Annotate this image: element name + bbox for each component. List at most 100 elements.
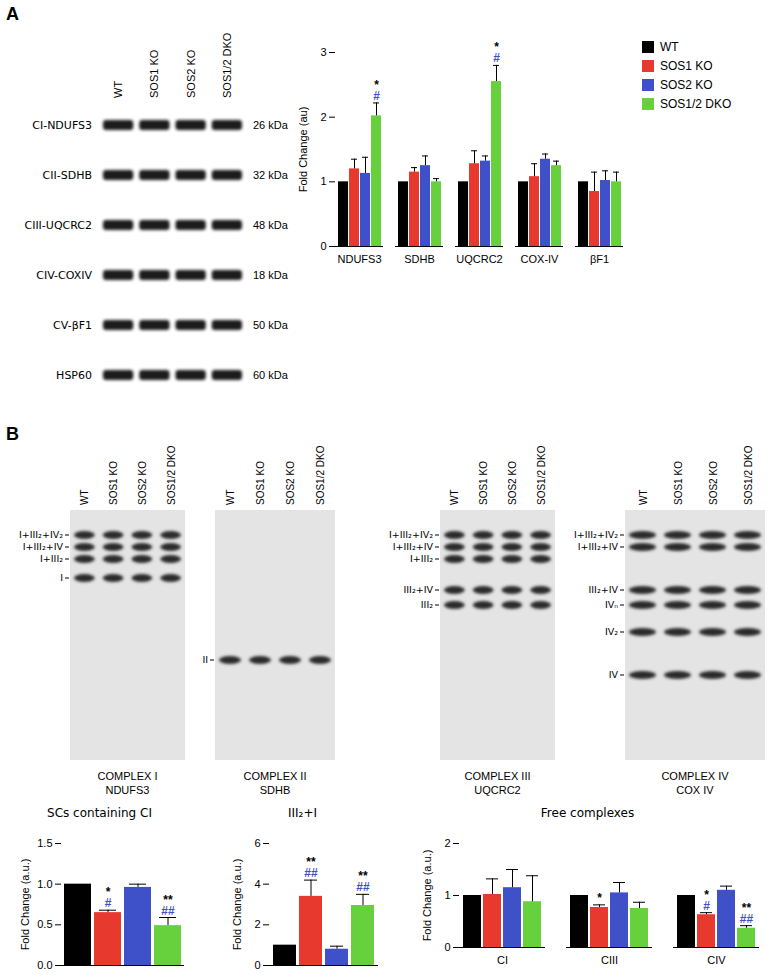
svg-text:I+III₂+IV₂: I+III₂+IV₂ <box>389 529 433 540</box>
svg-text:SOS1 KO: SOS1 KO <box>673 461 684 505</box>
svg-text:SOS2 KO: SOS2 KO <box>507 461 518 505</box>
svg-text:26 kDa: 26 kDa <box>253 119 289 131</box>
svg-text:I+III₂+IV: I+III₂+IV <box>23 541 64 552</box>
svg-text:CI-NDUFS3: CI-NDUFS3 <box>32 119 92 132</box>
svg-text:SOS1/2 DKO: SOS1/2 DKO <box>536 445 547 505</box>
svg-text:WT: WT <box>449 489 460 505</box>
svg-text:CI: CI <box>497 954 508 966</box>
svg-text:0: 0 <box>254 959 260 971</box>
svg-text:#: # <box>105 896 112 910</box>
html-text:SOS2 KO: SOS2 KO <box>660 78 713 92</box>
svg-text:SDHB: SDHB <box>260 784 291 796</box>
svg-text:CIV-COXIV: CIV-COXIV <box>36 269 92 282</box>
svg-text:I+III₂: I+III₂ <box>410 553 433 564</box>
svg-text:I+III₂+IV₂: I+III₂+IV₂ <box>574 529 618 540</box>
svg-text:IVₙ: IVₙ <box>605 599 618 610</box>
svg-text:COMPLEX III: COMPLEX III <box>464 770 530 782</box>
svg-text:60 kDa: 60 kDa <box>253 369 289 381</box>
svg-text:I+III₂+IV: I+III₂+IV <box>578 541 619 552</box>
svg-text:1: 1 <box>320 175 326 187</box>
svg-text:CIII: CIII <box>601 954 618 966</box>
svg-text:SOS2 KO: SOS2 KO <box>285 461 296 505</box>
svg-text:0.5: 0.5 <box>37 918 52 930</box>
svg-text:SOS1/2 DKO: SOS1/2 DKO <box>743 445 754 505</box>
svg-text:##: ## <box>740 912 754 926</box>
svg-text:SOS2 KO: SOS2 KO <box>708 461 719 505</box>
svg-text:IV: IV <box>609 669 619 680</box>
svg-text:III₂+IV: III₂+IV <box>589 584 619 595</box>
svg-text:1: 1 <box>444 889 450 901</box>
svg-text:1.0: 1.0 <box>37 878 52 890</box>
svg-text:SOS1/2 DKO: SOS1/2 DKO <box>166 445 177 505</box>
svg-text:SOS1 KO: SOS1 KO <box>478 461 489 505</box>
svg-text:SOS1 KO: SOS1 KO <box>108 461 119 505</box>
svg-text:Fold Change (a.u.): Fold Change (a.u.) <box>421 850 433 942</box>
svg-text:COMPLEX IV: COMPLEX IV <box>661 770 729 782</box>
svg-text:CIV: CIV <box>707 954 726 966</box>
svg-text:Fold Change (a.u.): Fold Change (a.u.) <box>19 859 31 951</box>
svg-text:CV-βF1: CV-βF1 <box>53 319 92 332</box>
html-text:SOS1 KO: SOS1 KO <box>660 59 713 73</box>
svg-text:50 kDa: 50 kDa <box>253 319 289 331</box>
svg-text:SOS1 KO: SOS1 KO <box>255 461 266 505</box>
svg-text:32 kDa: 32 kDa <box>253 169 289 181</box>
svg-text:NDUFS3: NDUFS3 <box>337 253 381 265</box>
svg-text:UQCRC2: UQCRC2 <box>456 253 502 265</box>
svg-text:WT: WT <box>638 489 649 505</box>
svg-text:WT: WT <box>79 489 90 505</box>
svg-text:1.5: 1.5 <box>37 837 52 849</box>
svg-text:IV₂: IV₂ <box>605 626 618 637</box>
svg-text:βF1: βF1 <box>590 253 609 265</box>
svg-text:COMPLEX I: COMPLEX I <box>98 770 158 782</box>
svg-text:Fold Change (au): Fold Change (au) <box>297 107 309 193</box>
svg-text:##: ## <box>356 880 370 894</box>
svg-text:III₂+IV: III₂+IV <box>404 584 434 595</box>
svg-text:Fold Change (a.u.): Fold Change (a.u.) <box>231 859 243 951</box>
html-text:III₂+I: III₂+I <box>288 806 317 820</box>
svg-text:0: 0 <box>444 941 450 953</box>
svg-text:SOS1/2 DKO: SOS1/2 DKO <box>315 445 326 505</box>
html-text:SOS1/2 DKO: SOS1/2 DKO <box>660 97 732 111</box>
svg-text:0: 0 <box>320 240 326 252</box>
svg-text:3: 3 <box>320 46 326 58</box>
svg-text:I: I <box>60 572 63 583</box>
html-text:WT: WT <box>660 40 679 54</box>
svg-text:I+III₂+IV: I+III₂+IV <box>393 541 434 552</box>
svg-text:##: ## <box>304 866 318 880</box>
svg-text:SOS2 KO: SOS2 KO <box>185 49 197 98</box>
svg-text:SOS2 KO: SOS2 KO <box>137 461 148 505</box>
svg-text:CIII-UQCRC2: CIII-UQCRC2 <box>24 219 92 232</box>
svg-text:2: 2 <box>444 837 450 849</box>
svg-text:SOS1 KO: SOS1 KO <box>148 49 160 98</box>
svg-text:#: # <box>373 89 380 103</box>
svg-text:2: 2 <box>254 918 260 930</box>
svg-text:I+III₂: I+III₂ <box>40 553 63 564</box>
svg-text:COX IV: COX IV <box>676 784 714 796</box>
svg-text:0.0: 0.0 <box>37 959 52 971</box>
svg-text:UQCRC2: UQCRC2 <box>474 784 520 796</box>
svg-text:WT: WT <box>225 489 236 505</box>
svg-text:NDUFS3: NDUFS3 <box>105 784 149 796</box>
svg-text:COX-IV: COX-IV <box>521 253 560 265</box>
svg-text:A: A <box>6 4 19 24</box>
svg-text:CII-SDHB: CII-SDHB <box>43 169 92 182</box>
svg-text:2: 2 <box>320 111 326 123</box>
svg-text:4: 4 <box>254 878 260 890</box>
svg-text:I+III₂+IV₂: I+III₂+IV₂ <box>19 529 63 540</box>
svg-text:6: 6 <box>254 837 260 849</box>
svg-text:III₂: III₂ <box>421 599 433 610</box>
svg-text:COMPLEX II: COMPLEX II <box>244 770 307 782</box>
svg-text:*: * <box>597 891 602 905</box>
svg-text:18 kDa: 18 kDa <box>253 269 289 281</box>
svg-text:#: # <box>703 899 710 913</box>
svg-text:WT: WT <box>112 81 124 98</box>
svg-text:HSP60: HSP60 <box>56 369 92 382</box>
html-text:SCs containing CI: SCs containing CI <box>47 806 152 820</box>
svg-text:B: B <box>6 424 19 444</box>
svg-text:##: ## <box>161 904 175 918</box>
svg-text:#: # <box>493 51 500 65</box>
svg-text:SDHB: SDHB <box>404 253 435 265</box>
svg-text:48 kDa: 48 kDa <box>253 219 289 231</box>
svg-text:II: II <box>202 654 208 665</box>
svg-text:SOS1/2 DKO: SOS1/2 DKO <box>221 32 233 98</box>
